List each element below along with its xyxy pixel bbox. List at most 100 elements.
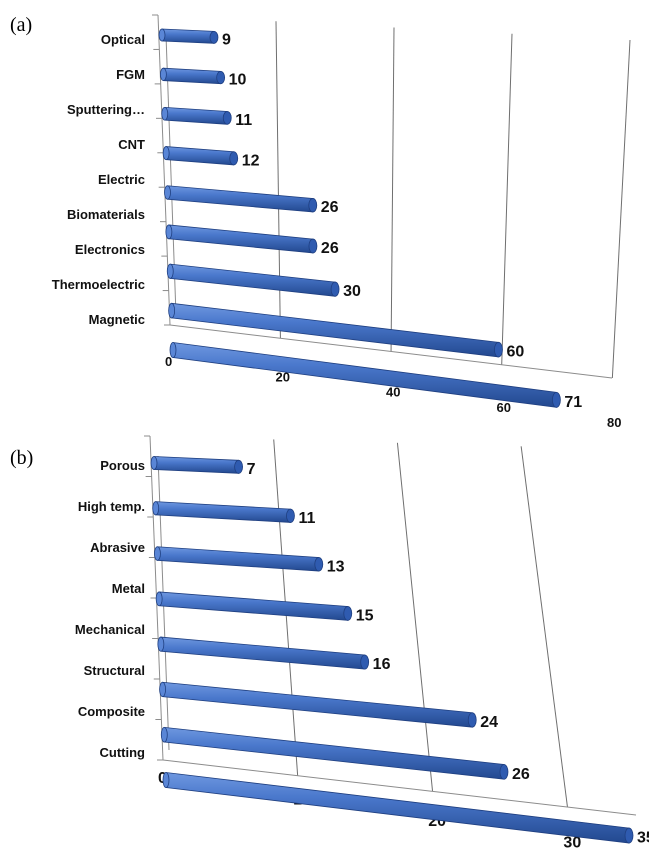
category-label: Abrasive: [90, 540, 145, 555]
bar-value-label: 12: [242, 152, 260, 169]
bar: [161, 28, 215, 44]
bar-cap-left: [165, 224, 173, 240]
chart-panel-a: (a) 0 20 40 60 80 9 Optical 10 FGM 11 Sputtering… 12…: [10, 14, 631, 430]
bar-value-label: 35: [637, 830, 649, 847]
bar-cap-right: [308, 238, 318, 254]
bar-value-label: 13: [327, 558, 345, 575]
gridline: [611, 39, 631, 379]
x-tick-label: 0: [165, 354, 172, 369]
category-label: Electronics: [75, 242, 145, 257]
category-label: Mechanical: [75, 622, 145, 637]
panel-label: (a): [10, 14, 32, 36]
bar: [164, 106, 228, 125]
bar: [169, 263, 336, 297]
bar-cap-right: [216, 70, 226, 85]
bar: [155, 501, 291, 523]
bar-value-label: 16: [373, 656, 391, 673]
x-axis-line: [169, 324, 613, 379]
bar-cap-left: [152, 501, 160, 516]
bar-value-label: 26: [321, 240, 339, 257]
category-label: Optical: [101, 32, 145, 47]
category-label: Porous: [100, 458, 145, 473]
bar: [163, 726, 505, 780]
bar: [160, 636, 366, 670]
bar-value-label: 9: [222, 31, 231, 48]
category-label: Composite: [78, 704, 145, 719]
category-label: High temp.: [78, 499, 145, 514]
bar: [162, 681, 473, 728]
bar-value-label: 10: [229, 72, 247, 89]
category-label: Magnetic: [89, 312, 145, 327]
gridline: [520, 446, 568, 808]
bar-cap-right: [330, 281, 340, 297]
category-label: Sputtering…: [67, 102, 145, 117]
bar-cap-right: [286, 508, 295, 523]
bar-cap-left: [158, 28, 166, 42]
bar-cap-right: [467, 712, 477, 728]
bar: [158, 591, 349, 621]
category-label: Structural: [84, 663, 145, 678]
bar-cap-right: [314, 557, 324, 572]
bar: [167, 185, 314, 213]
bar-cap-left: [154, 546, 161, 561]
bar-cap-left: [169, 342, 177, 358]
chart-panel-b: (b)01020307Porous11High temp.13Abrasive1…: [10, 435, 649, 851]
bar-cap-right: [494, 341, 503, 358]
bar-cap-right: [308, 198, 318, 213]
bar-value-label: 60: [506, 344, 524, 361]
bar-cap-right: [209, 30, 219, 44]
bar-cap-left: [150, 456, 158, 470]
gridline: [275, 21, 281, 339]
y-axis-line: [157, 14, 171, 326]
gridline: [501, 33, 513, 365]
bar-cap-left: [157, 636, 165, 652]
bar-value-label: 26: [512, 766, 530, 783]
bar-cap-left: [162, 146, 170, 161]
category-label: Electric: [98, 172, 145, 187]
bar-cap-left: [159, 681, 166, 698]
bar-cap-right: [222, 111, 232, 125]
bar: [157, 546, 320, 572]
category-label: Biomaterials: [67, 207, 145, 222]
bar: [162, 67, 222, 85]
bar: [165, 772, 630, 844]
x-axis-line: [162, 759, 637, 816]
category-label: Cutting: [100, 745, 146, 760]
x-tick-label: 80: [607, 415, 621, 430]
gridline: [390, 27, 395, 352]
bar-value-label: 26: [321, 199, 339, 216]
bar: [153, 456, 239, 474]
bar-cap-left: [155, 591, 163, 607]
bar-value-label: 11: [235, 112, 252, 129]
bar-cap-left: [166, 263, 174, 279]
bar-cap-left: [168, 302, 176, 319]
bar-value-label: 11: [298, 510, 315, 527]
bar-cap-left: [161, 106, 169, 121]
bar-cap-right: [229, 151, 239, 166]
bar-cap-left: [159, 67, 167, 81]
category-label: CNT: [118, 137, 145, 152]
bar-cap-right: [343, 606, 353, 621]
bar-cap-right: [499, 764, 509, 780]
category-label: Metal: [112, 581, 145, 596]
category-label: FGM: [116, 67, 145, 82]
bar-cap-left: [164, 185, 171, 200]
bar-cap-right: [360, 654, 370, 670]
x-tick-label: 30: [563, 834, 581, 851]
bar-value-label: 30: [343, 283, 361, 300]
x-tick-label: 0: [158, 770, 167, 787]
bar-cap-right: [234, 459, 244, 474]
bar-cap-left: [160, 726, 168, 743]
x-tick-label: 40: [386, 385, 400, 400]
bar-cap-left: [162, 772, 170, 788]
bar-value-label: 71: [564, 394, 582, 411]
bar-value-label: 7: [247, 461, 256, 478]
x-tick-label: 20: [276, 369, 290, 384]
panel-label: (b): [10, 447, 33, 469]
bar: [165, 146, 235, 166]
bar-value-label: 15: [356, 607, 374, 624]
x-tick-label: 60: [497, 400, 511, 415]
bar: [168, 224, 314, 254]
category-label: Thermoelectric: [52, 277, 145, 292]
